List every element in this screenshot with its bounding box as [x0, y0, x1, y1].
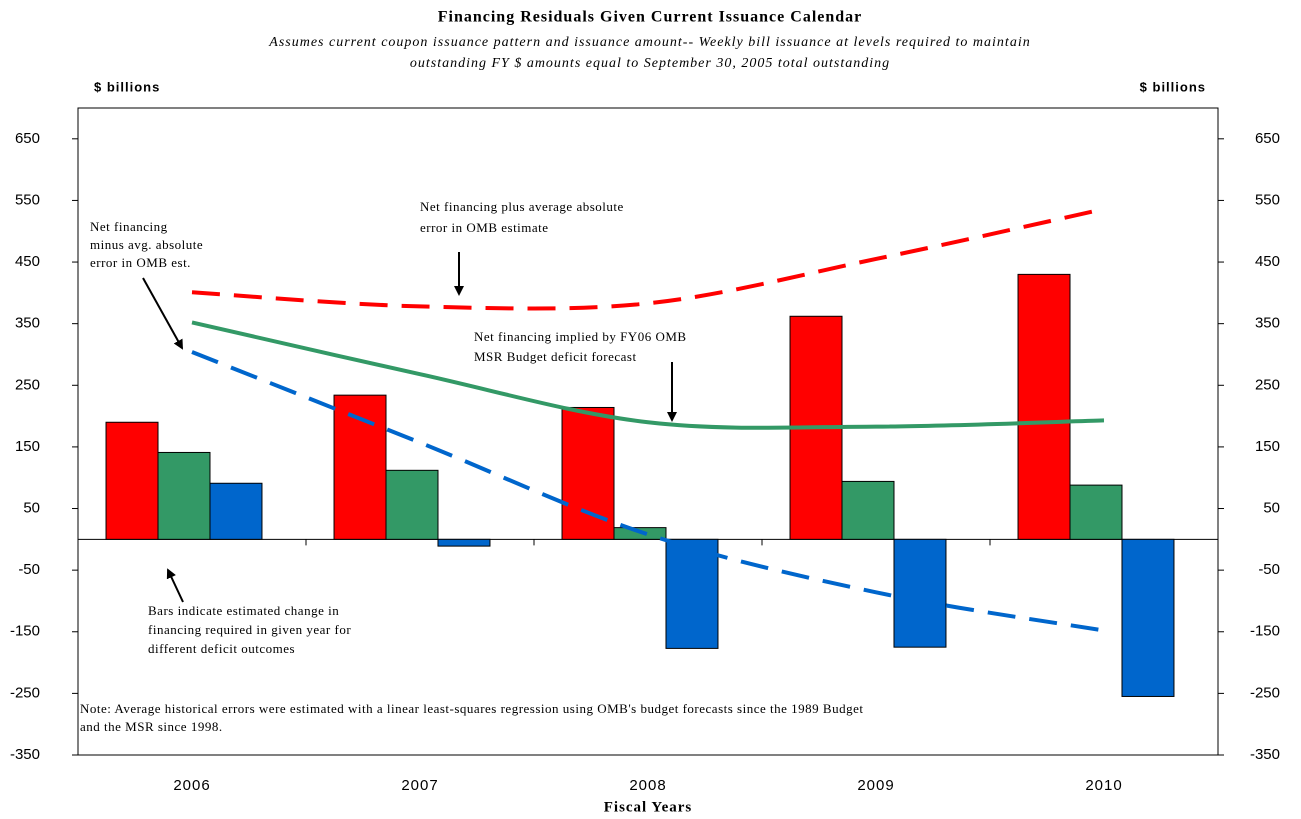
y2-tick-label: 350 [1255, 315, 1280, 332]
note: and the MSR since 1998. [80, 719, 223, 734]
bar [157, 451, 211, 540]
annotation: minus avg. absolute [90, 237, 203, 252]
y2-tick-label: 150 [1255, 438, 1280, 455]
note: Note: Average historical errors were est… [80, 701, 863, 716]
bar [1069, 484, 1123, 540]
line [191, 350, 1105, 633]
x-tick-label: 2006 [173, 777, 210, 794]
y2-tick-label: 650 [1255, 130, 1280, 147]
subtitle: outstanding FY $ amounts equal to Septem… [410, 56, 890, 71]
y-tick-label: 650 [15, 130, 40, 147]
chart-title: Financing Residuals Given Current Issuan… [438, 9, 863, 26]
y-tick-label: 450 [15, 253, 40, 270]
y-tick-label: 350 [15, 315, 40, 332]
bar [385, 469, 439, 540]
bar [105, 421, 159, 540]
y2-tick-label: -50 [1258, 561, 1280, 578]
annotation: error in OMB est. [90, 255, 191, 270]
y-tick-label: -150 [10, 623, 40, 640]
y-tick-label: 550 [15, 191, 40, 208]
annotation: Net financing [90, 219, 168, 234]
x-tick-label: 2007 [401, 777, 438, 794]
y2-tick-label: 550 [1255, 191, 1280, 208]
arrow [166, 568, 184, 603]
x-tick-label: 2008 [629, 777, 666, 794]
y2-tick-label: -250 [1250, 684, 1280, 701]
bar [665, 538, 719, 649]
y2-tick-label: -350 [1250, 746, 1280, 763]
arrow [142, 277, 183, 350]
line [191, 320, 1105, 430]
y-tick-label: -350 [10, 746, 40, 763]
y-tick-label: -50 [18, 561, 40, 578]
x-axis-label: Fiscal Years [604, 799, 693, 815]
y-tick-label: 150 [15, 438, 40, 455]
plot-area [77, 107, 1219, 756]
y2-axis-label: $ billions [1140, 79, 1206, 94]
y2-tick-label: 450 [1255, 253, 1280, 270]
annotation: Net financing implied by FY06 OMB [474, 329, 687, 344]
bar [893, 538, 947, 648]
y-axis-label: $ billions [94, 79, 160, 94]
annotation: Bars indicate estimated change in [148, 603, 339, 618]
line [191, 207, 1105, 311]
y-tick-label: -250 [10, 684, 40, 701]
bar [841, 480, 895, 540]
y-tick-label: 50 [23, 499, 40, 516]
y2-tick-label: 250 [1255, 376, 1280, 393]
y-tick-label: 250 [15, 376, 40, 393]
annotation: MSR Budget deficit forecast [474, 349, 637, 364]
bar [209, 482, 263, 540]
x-tick-label: 2009 [857, 777, 894, 794]
annotation: Net financing plus average absolute [420, 199, 624, 214]
bar [1017, 273, 1071, 540]
y2-tick-label: -150 [1250, 623, 1280, 640]
y2-tick-label: 50 [1263, 499, 1280, 516]
subtitle: Assumes current coupon issuance pattern … [268, 35, 1030, 50]
annotation: different deficit outcomes [148, 641, 295, 656]
annotation: financing required in given year for [148, 622, 351, 637]
x-tick-label: 2010 [1085, 777, 1122, 794]
annotation: error in OMB estimate [420, 220, 549, 235]
bar [437, 538, 491, 547]
bar [1121, 538, 1175, 697]
